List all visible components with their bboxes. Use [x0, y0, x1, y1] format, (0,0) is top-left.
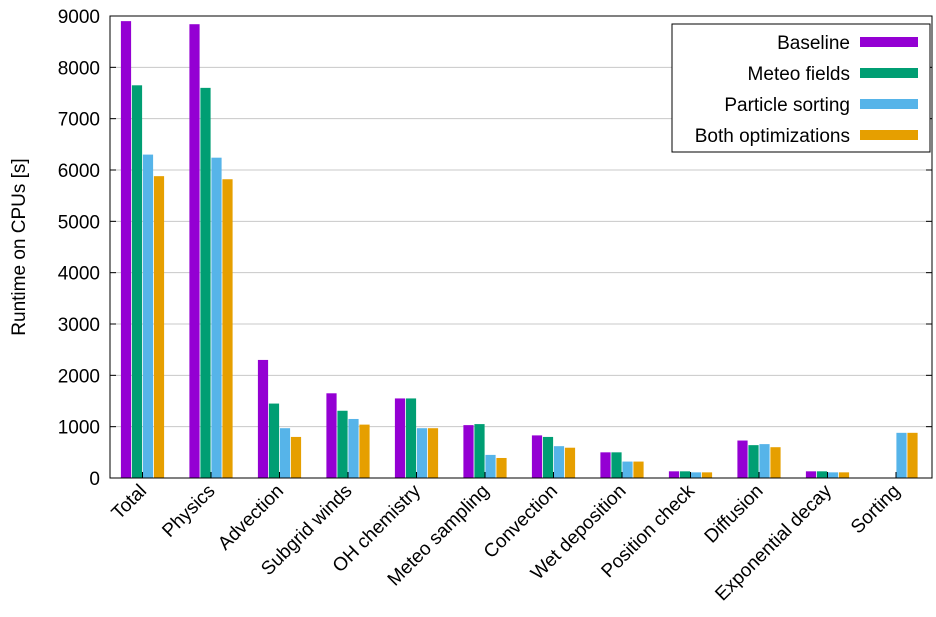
bar-baseline [531, 435, 543, 478]
legend: Baseline Meteo fields Particle sorting Both… [671, 23, 931, 153]
bar-baseline [805, 471, 817, 478]
bar-meteo-fields [748, 445, 759, 478]
bars [120, 21, 918, 479]
bar-meteo-fields [200, 87, 211, 478]
bar-baseline [394, 398, 406, 478]
bar-particle-sorting [622, 461, 633, 478]
bar-both-optimizations [633, 461, 644, 478]
bar-particle-sorting [211, 157, 222, 478]
bar-both-optimizations [907, 432, 918, 478]
bar-both-optimizations [427, 428, 439, 478]
x-tick-label: Sorting [847, 481, 904, 538]
legend-swatch [860, 37, 918, 47]
bar-baseline [463, 425, 474, 478]
bar-both-optimizations [222, 179, 233, 479]
bar-both-optimizations [838, 472, 850, 478]
y-tick-label: 1000 [58, 418, 100, 439]
bar-baseline [189, 24, 200, 479]
bar-both-optimizations [496, 457, 507, 478]
bar-meteo-fields [542, 436, 554, 478]
bar-both-optimizations [564, 447, 576, 478]
bar-baseline [737, 440, 748, 478]
bar-baseline [668, 471, 680, 478]
x-tick-label: Total [108, 481, 151, 524]
bar-particle-sorting [827, 472, 839, 478]
y-tick-label: 5000 [58, 212, 100, 233]
y-tick-label: 2000 [58, 366, 100, 387]
legend-swatch [860, 130, 918, 140]
x-tick-label: Exponential decay [711, 480, 836, 605]
legend-label: Both optimizations [695, 126, 850, 147]
bar-particle-sorting [690, 472, 702, 478]
legend-label: Baseline [777, 33, 850, 54]
x-tick-label: Physics [158, 481, 219, 542]
bar-both-optimizations [770, 447, 781, 478]
bar-particle-sorting [485, 454, 496, 478]
bar-meteo-fields [405, 398, 417, 478]
bar-both-optimizations [153, 176, 165, 478]
y-tick-label: 7000 [58, 110, 100, 131]
y-tick-label: 9000 [58, 7, 100, 28]
y-tick-label: 3000 [58, 315, 100, 336]
bar-meteo-fields [131, 85, 143, 479]
legend-swatch [860, 68, 918, 78]
gridlines [110, 66, 932, 428]
x-tick-label: Advection [214, 481, 288, 555]
bar-particle-sorting [348, 418, 359, 478]
bar-meteo-fields [337, 410, 348, 478]
y-axis-title: Runtime on CPUs [s] [9, 158, 30, 335]
legend-label: Meteo fields [748, 64, 850, 85]
bar-meteo-fields [611, 452, 622, 478]
y-tick-label: 6000 [58, 161, 100, 182]
bar-particle-sorting [416, 428, 428, 478]
bar-both-optimizations [359, 424, 370, 478]
bar-particle-sorting [553, 446, 565, 478]
bar-particle-sorting [896, 432, 907, 478]
bar-meteo-fields [268, 403, 280, 478]
y-tick-label: 4000 [58, 264, 100, 285]
y-tick-label: 0 [89, 469, 100, 490]
bar-meteo-fields [816, 471, 828, 478]
bar-particle-sorting [759, 444, 770, 478]
bar-both-optimizations [701, 472, 713, 478]
x-tick-label: Diffusion [701, 481, 768, 548]
legend-swatch [860, 99, 918, 109]
legend-label: Particle sorting [724, 95, 850, 116]
y-tick-label: 8000 [58, 58, 100, 79]
bar-meteo-fields [679, 471, 691, 478]
plot-frame [109, 15, 933, 479]
bar-baseline [600, 452, 611, 478]
bar-meteo-fields [474, 424, 485, 478]
bar-baseline [257, 359, 269, 478]
bar-baseline [120, 21, 132, 479]
bar-baseline [326, 393, 337, 478]
bar-both-optimizations [290, 436, 302, 478]
bar-particle-sorting [142, 154, 154, 478]
bar-particle-sorting [279, 428, 291, 478]
